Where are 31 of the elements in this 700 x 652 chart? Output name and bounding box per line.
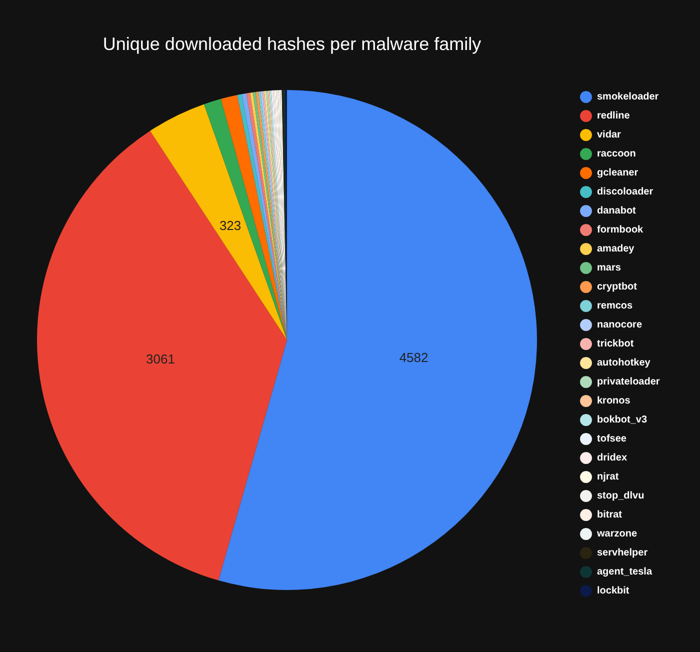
legend-label: cryptbot — [597, 282, 638, 292]
chart-title: Unique downloaded hashes per malware family — [102, 34, 482, 54]
legend-label: danabot — [597, 206, 637, 216]
legend-label: warzone — [596, 528, 638, 540]
legend-label: redline — [597, 110, 630, 122]
legend-label: privateloader — [597, 376, 660, 388]
legend-label: bitrat — [597, 510, 623, 520]
data-label: 323 — [219, 218, 242, 233]
legend-label: dridex — [597, 452, 628, 464]
legend-label: autohotkey — [597, 358, 651, 368]
legend-label: bokbot_v3 — [597, 414, 648, 426]
legend-label: tofsee — [597, 434, 627, 444]
data-label: 3061 — [146, 352, 175, 367]
legend-label: nanocore — [597, 320, 642, 330]
legend-label: mars — [597, 262, 622, 274]
data-label: 4582 — [399, 350, 428, 366]
legend-label: amadey — [597, 244, 635, 254]
legend-label: smokeloader — [597, 92, 659, 102]
legend-label: kronos — [597, 396, 631, 406]
legend-label: njrat — [597, 472, 620, 482]
legend-label: stop_dlvu — [597, 490, 644, 502]
legend-label: raccoon — [597, 148, 636, 160]
legend-label: discoloader — [597, 186, 654, 198]
legend-label: lockbit — [597, 586, 630, 596]
legend-label: vidar — [597, 130, 622, 140]
legend-label: servhelper — [597, 548, 648, 558]
legend-label: formbook — [597, 224, 644, 236]
legend-label: agent_tesla — [597, 566, 652, 578]
legend-label: remcos — [597, 300, 634, 312]
legend-label: gcleaner — [597, 168, 638, 178]
legend-label: trickbot — [597, 338, 634, 350]
